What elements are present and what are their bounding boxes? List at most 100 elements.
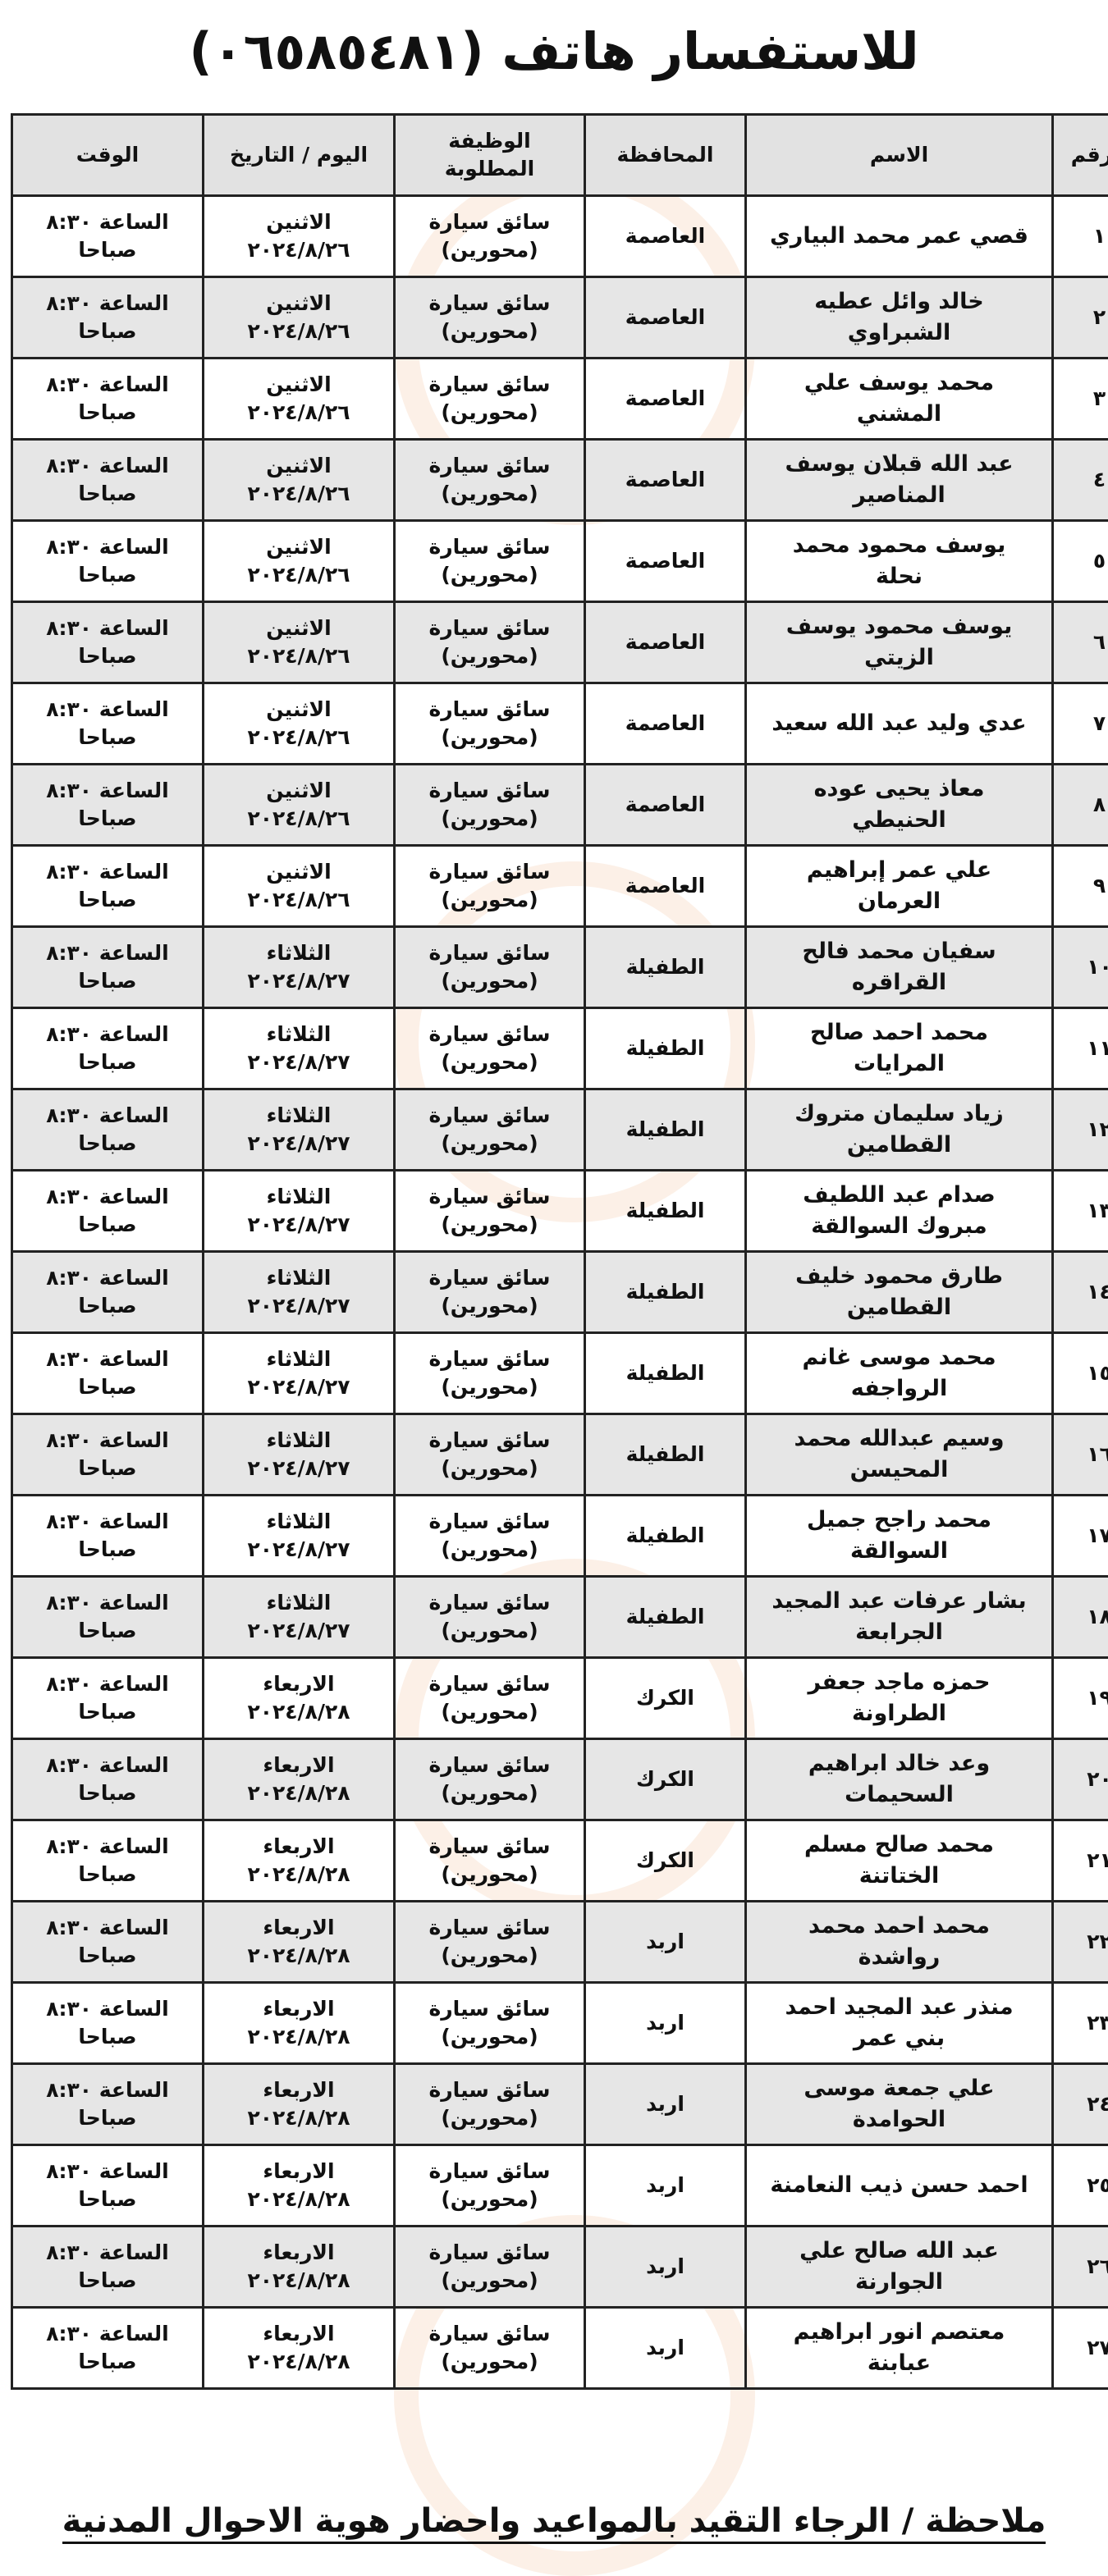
time: الساعة ٨:٣٠ — [18, 614, 197, 642]
time: الساعة ٨:٣٠ — [18, 1670, 197, 1698]
cell-job: سائق سيارة(محورين) — [395, 2227, 585, 2308]
day: الاثنين — [209, 208, 388, 236]
job-title: سائق سيارة — [401, 1021, 579, 1048]
time-period: صباحا — [18, 2267, 197, 2295]
cell-job: سائق سيارة(محورين) — [395, 1902, 585, 1983]
time: الساعة ٨:٣٠ — [18, 2076, 197, 2104]
time-period: صباحا — [18, 480, 197, 508]
job-type: (محورين) — [401, 2185, 579, 2213]
cell-number: ٨ — [1053, 765, 1108, 846]
time: الساعة ٨:٣٠ — [18, 777, 197, 805]
cell-governorate: الطفيلة — [585, 1252, 746, 1333]
cell-name: علي عمر إبراهيم العرمان — [746, 846, 1053, 927]
time-period: صباحا — [18, 886, 197, 914]
day: الاثنين — [209, 696, 388, 724]
date: ٢٠٢٤/٨/٢٦ — [209, 642, 388, 670]
cell-governorate: الكرك — [585, 1739, 746, 1820]
day: الثلاثاء — [209, 1183, 388, 1211]
day: الاربعاء — [209, 1670, 388, 1698]
cell-job: سائق سيارة(محورين) — [395, 1658, 585, 1739]
cell-name: محمد راجح جميل السوالقة — [746, 1496, 1053, 1577]
cell-number: ٦ — [1053, 602, 1108, 683]
cell-name: احمد حسن ذيب النعامنة — [746, 2145, 1053, 2227]
cell-number: ١ — [1053, 196, 1108, 277]
job-type: (محورين) — [401, 1048, 579, 1076]
cell-name: محمد احمد محمد رواشدة — [746, 1902, 1053, 1983]
date: ٢٠٢٤/٨/٢٦ — [209, 805, 388, 833]
time: الساعة ٨:٣٠ — [18, 208, 197, 236]
day: الاثنين — [209, 858, 388, 886]
cell-job: سائق سيارة(محورين) — [395, 1820, 585, 1902]
time: الساعة ٨:٣٠ — [18, 452, 197, 480]
header-name: الاسم — [746, 115, 1053, 196]
job-type: (محورين) — [401, 1373, 579, 1401]
cell-name: محمد يوسف علي المشني — [746, 359, 1053, 440]
cell-name: محمد احمد صالح المرايات — [746, 1008, 1053, 1089]
job-title: سائق سيارة — [401, 533, 579, 561]
cell-number: ١٣ — [1053, 1171, 1108, 1252]
cell-name: معاذ يحيى عوده الحنيطي — [746, 765, 1053, 846]
job-title: سائق سيارة — [401, 1995, 579, 2023]
job-title: سائق سيارة — [401, 2076, 579, 2104]
cell-governorate: الطفيلة — [585, 1089, 746, 1171]
time: الساعة ٨:٣٠ — [18, 371, 197, 399]
cell-governorate: اربد — [585, 2308, 746, 2389]
job-type: (محورين) — [401, 1779, 579, 1807]
cell-governorate: العاصمة — [585, 846, 746, 927]
time: الساعة ٨:٣٠ — [18, 1508, 197, 1536]
job-type: (محورين) — [401, 2267, 579, 2295]
time: الساعة ٨:٣٠ — [18, 1995, 197, 2023]
job-title: سائق سيارة — [401, 371, 579, 399]
job-type: (محورين) — [401, 1292, 579, 1320]
cell-job: سائق سيارة(محورين) — [395, 846, 585, 927]
job-title: سائق سيارة — [401, 1670, 579, 1698]
cell-job: سائق سيارة(محورين) — [395, 602, 585, 683]
candidates-table: الرقم الاسم المحافظة الوظيفة المطلوبة ال… — [11, 113, 1108, 2390]
cell-name: طارق محمود خليف القطامين — [746, 1252, 1053, 1333]
cell-number: ٢٥ — [1053, 2145, 1108, 2227]
time-period: صباحا — [18, 2185, 197, 2213]
time-period: صباحا — [18, 2104, 197, 2132]
cell-number: ٩ — [1053, 846, 1108, 927]
time-period: صباحا — [18, 642, 197, 670]
job-title: سائق سيارة — [401, 1183, 579, 1211]
cell-job: سائق سيارة(محورين) — [395, 196, 585, 277]
cell-governorate: اربد — [585, 1902, 746, 1983]
cell-number: ٢٠ — [1053, 1739, 1108, 1820]
time: الساعة ٨:٣٠ — [18, 1833, 197, 1861]
date: ٢٠٢٤/٨/٢٧ — [209, 1455, 388, 1482]
cell-job: سائق سيارة(محورين) — [395, 1577, 585, 1658]
job-title: سائق سيارة — [401, 696, 579, 724]
cell-governorate: الطفيلة — [585, 927, 746, 1008]
job-type: (محورين) — [401, 399, 579, 427]
cell-name: عبد الله صالح علي الجوارنة — [746, 2227, 1053, 2308]
time-period: صباحا — [18, 1536, 197, 1564]
date: ٢٠٢٤/٨/٢٨ — [209, 2348, 388, 2376]
cell-job: سائق سيارة(محورين) — [395, 277, 585, 359]
date: ٢٠٢٤/٨/٢٨ — [209, 2267, 388, 2295]
time-period: صباحا — [18, 399, 197, 427]
date: ٢٠٢٤/٨/٢٧ — [209, 1617, 388, 1645]
time-period: صباحا — [18, 2023, 197, 2051]
